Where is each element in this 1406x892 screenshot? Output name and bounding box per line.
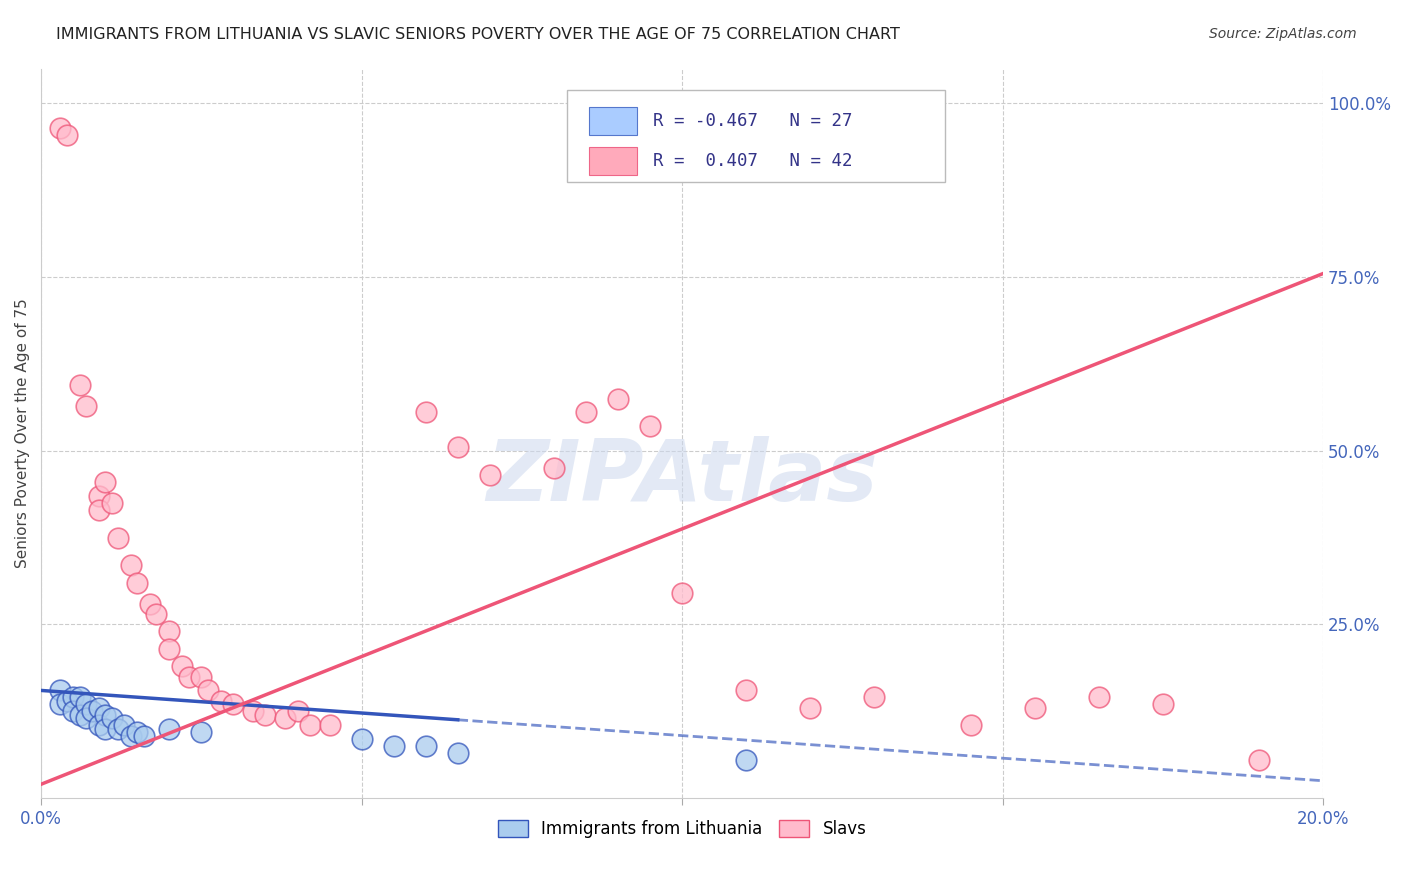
Point (1024, 701, 1046, 715)
Point (94, 722, 117, 736)
Point (415, 739, 437, 753)
Point (127, 725, 149, 739)
Point (447, 440, 470, 454)
Point (190, 725, 212, 739)
Point (671, 586, 693, 600)
Point (350, 732, 373, 747)
Point (120, 558, 142, 573)
Point (107, 722, 129, 736)
Text: R = -0.467   N = 27: R = -0.467 N = 27 (652, 112, 852, 130)
Point (100, 496, 122, 510)
Text: ZIPAtlas: ZIPAtlas (486, 435, 877, 518)
Point (62, 690, 84, 705)
Point (242, 704, 264, 718)
Point (638, 419, 661, 434)
Point (222, 698, 245, 712)
Point (75, 698, 97, 712)
Point (735, 753, 758, 767)
Y-axis label: Seniors Poverty Over the Age of 75: Seniors Poverty Over the Age of 75 (15, 299, 30, 568)
Point (127, 575, 149, 590)
Point (120, 729, 142, 743)
Point (1152, 698, 1174, 712)
Point (318, 718, 340, 732)
Point (299, 718, 322, 732)
Point (157, 641, 180, 656)
Point (107, 531, 129, 545)
Point (55, 694, 77, 708)
Point (114, 718, 136, 732)
Point (94, 475, 117, 489)
Point (69, 690, 91, 705)
Point (75, 399, 97, 413)
Point (415, 405, 437, 419)
Point (799, 701, 821, 715)
Point (87, 718, 110, 732)
Point (139, 597, 162, 611)
Text: R =  0.407   N = 42: R = 0.407 N = 42 (652, 153, 852, 170)
Point (157, 624, 180, 639)
Point (254, 707, 277, 722)
Point (157, 722, 180, 736)
Point (543, 461, 565, 475)
Point (94, 707, 117, 722)
Point (478, 468, 501, 483)
Point (863, 690, 886, 705)
FancyBboxPatch shape (589, 107, 637, 135)
Point (447, 746, 470, 760)
Point (575, 405, 598, 419)
Point (62, 704, 84, 718)
Point (1247, 753, 1270, 767)
Point (132, 729, 155, 743)
Point (177, 669, 200, 683)
Point (87, 701, 110, 715)
Point (382, 739, 405, 753)
Point (145, 607, 167, 621)
Legend: Immigrants from Lithuania, Slavs: Immigrants from Lithuania, Slavs (491, 813, 873, 845)
Point (87, 489, 110, 503)
Point (87, 502, 110, 516)
Point (69, 707, 91, 722)
Point (69, 377, 91, 392)
Point (49, 683, 72, 698)
Point (190, 669, 212, 683)
Point (75, 711, 97, 725)
Point (55, 128, 77, 142)
FancyBboxPatch shape (567, 90, 945, 182)
Point (100, 711, 122, 725)
Point (607, 392, 630, 406)
Point (209, 694, 232, 708)
Point (49, 120, 72, 135)
Point (735, 683, 758, 698)
Text: Source: ZipAtlas.com: Source: ZipAtlas.com (1209, 27, 1357, 41)
Point (1087, 690, 1109, 705)
Point (49, 698, 72, 712)
Text: IMMIGRANTS FROM LITHUANIA VS SLAVIC SENIORS POVERTY OVER THE AGE OF 75 CORRELATI: IMMIGRANTS FROM LITHUANIA VS SLAVIC SENI… (56, 27, 900, 42)
Point (197, 683, 219, 698)
Point (287, 704, 309, 718)
Point (959, 718, 981, 732)
Point (273, 711, 295, 725)
FancyBboxPatch shape (589, 147, 637, 175)
Point (172, 659, 194, 673)
Point (82, 704, 104, 718)
